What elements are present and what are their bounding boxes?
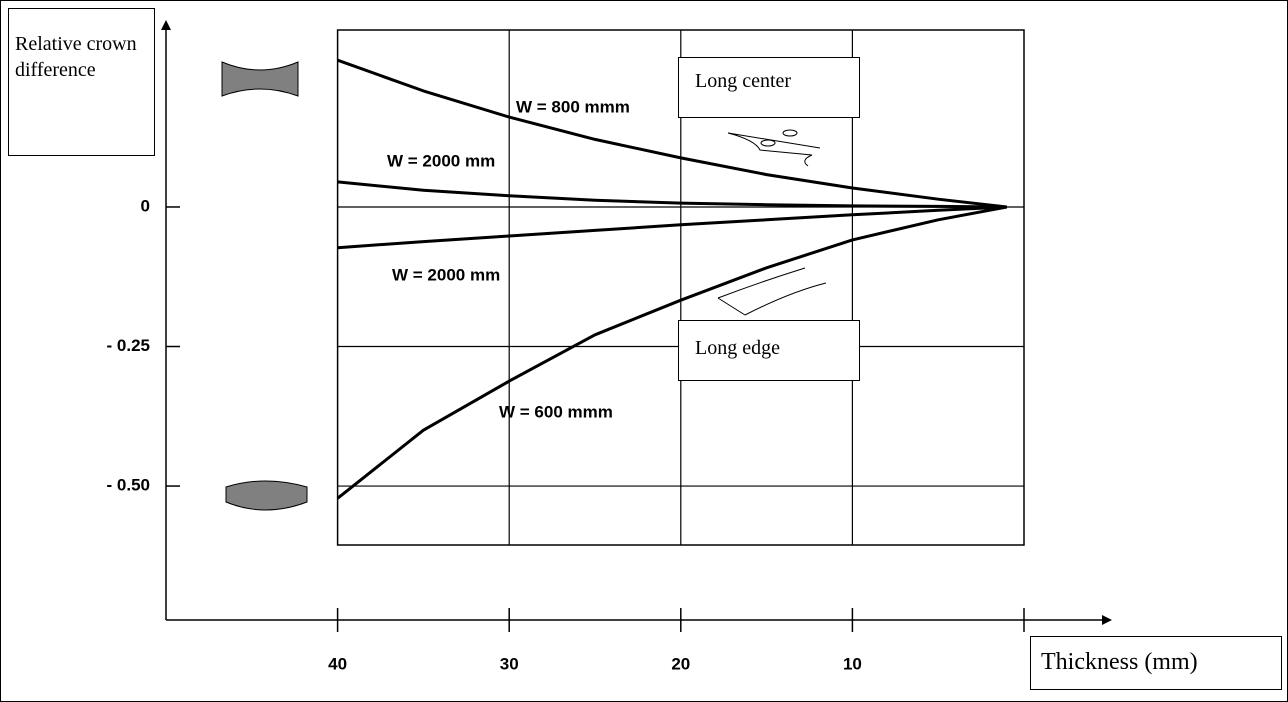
y-axis-label: Relative crown difference bbox=[8, 8, 155, 156]
series-line bbox=[337, 58, 1007, 209]
concave-icon bbox=[221, 61, 299, 97]
convex-icon bbox=[225, 480, 308, 511]
sketch-hole bbox=[782, 129, 798, 137]
y-tick-label: - 0.25 bbox=[107, 336, 150, 355]
y-axis-arrow bbox=[161, 20, 171, 30]
x-axis-label: Thickness (mm) bbox=[1030, 636, 1282, 690]
series-label: W = 2000 mm bbox=[387, 151, 495, 170]
x-tick-label: 40 bbox=[328, 654, 347, 673]
x-tick-label: 10 bbox=[843, 654, 862, 673]
x-tick-label: 20 bbox=[671, 654, 690, 673]
series-label: W = 800 mmm bbox=[516, 97, 630, 116]
long-edge-sketch bbox=[717, 267, 827, 316]
x-tick-label: 30 bbox=[500, 654, 519, 673]
y-tick-label: - 0.50 bbox=[107, 476, 150, 495]
x-axis-arrow bbox=[1102, 615, 1112, 625]
series-label: W = 600 mmm bbox=[499, 402, 613, 421]
series-label: W = 2000 mm bbox=[392, 265, 500, 284]
sketch-hole bbox=[760, 139, 776, 147]
series-line bbox=[337, 180, 1007, 209]
annotation: Long edge bbox=[678, 320, 860, 381]
series-line bbox=[337, 205, 1007, 250]
long-center-sketch bbox=[727, 132, 821, 167]
y-tick-label: 0 bbox=[141, 196, 150, 215]
series-line bbox=[336, 205, 1008, 500]
annotation: Long center bbox=[678, 57, 860, 118]
